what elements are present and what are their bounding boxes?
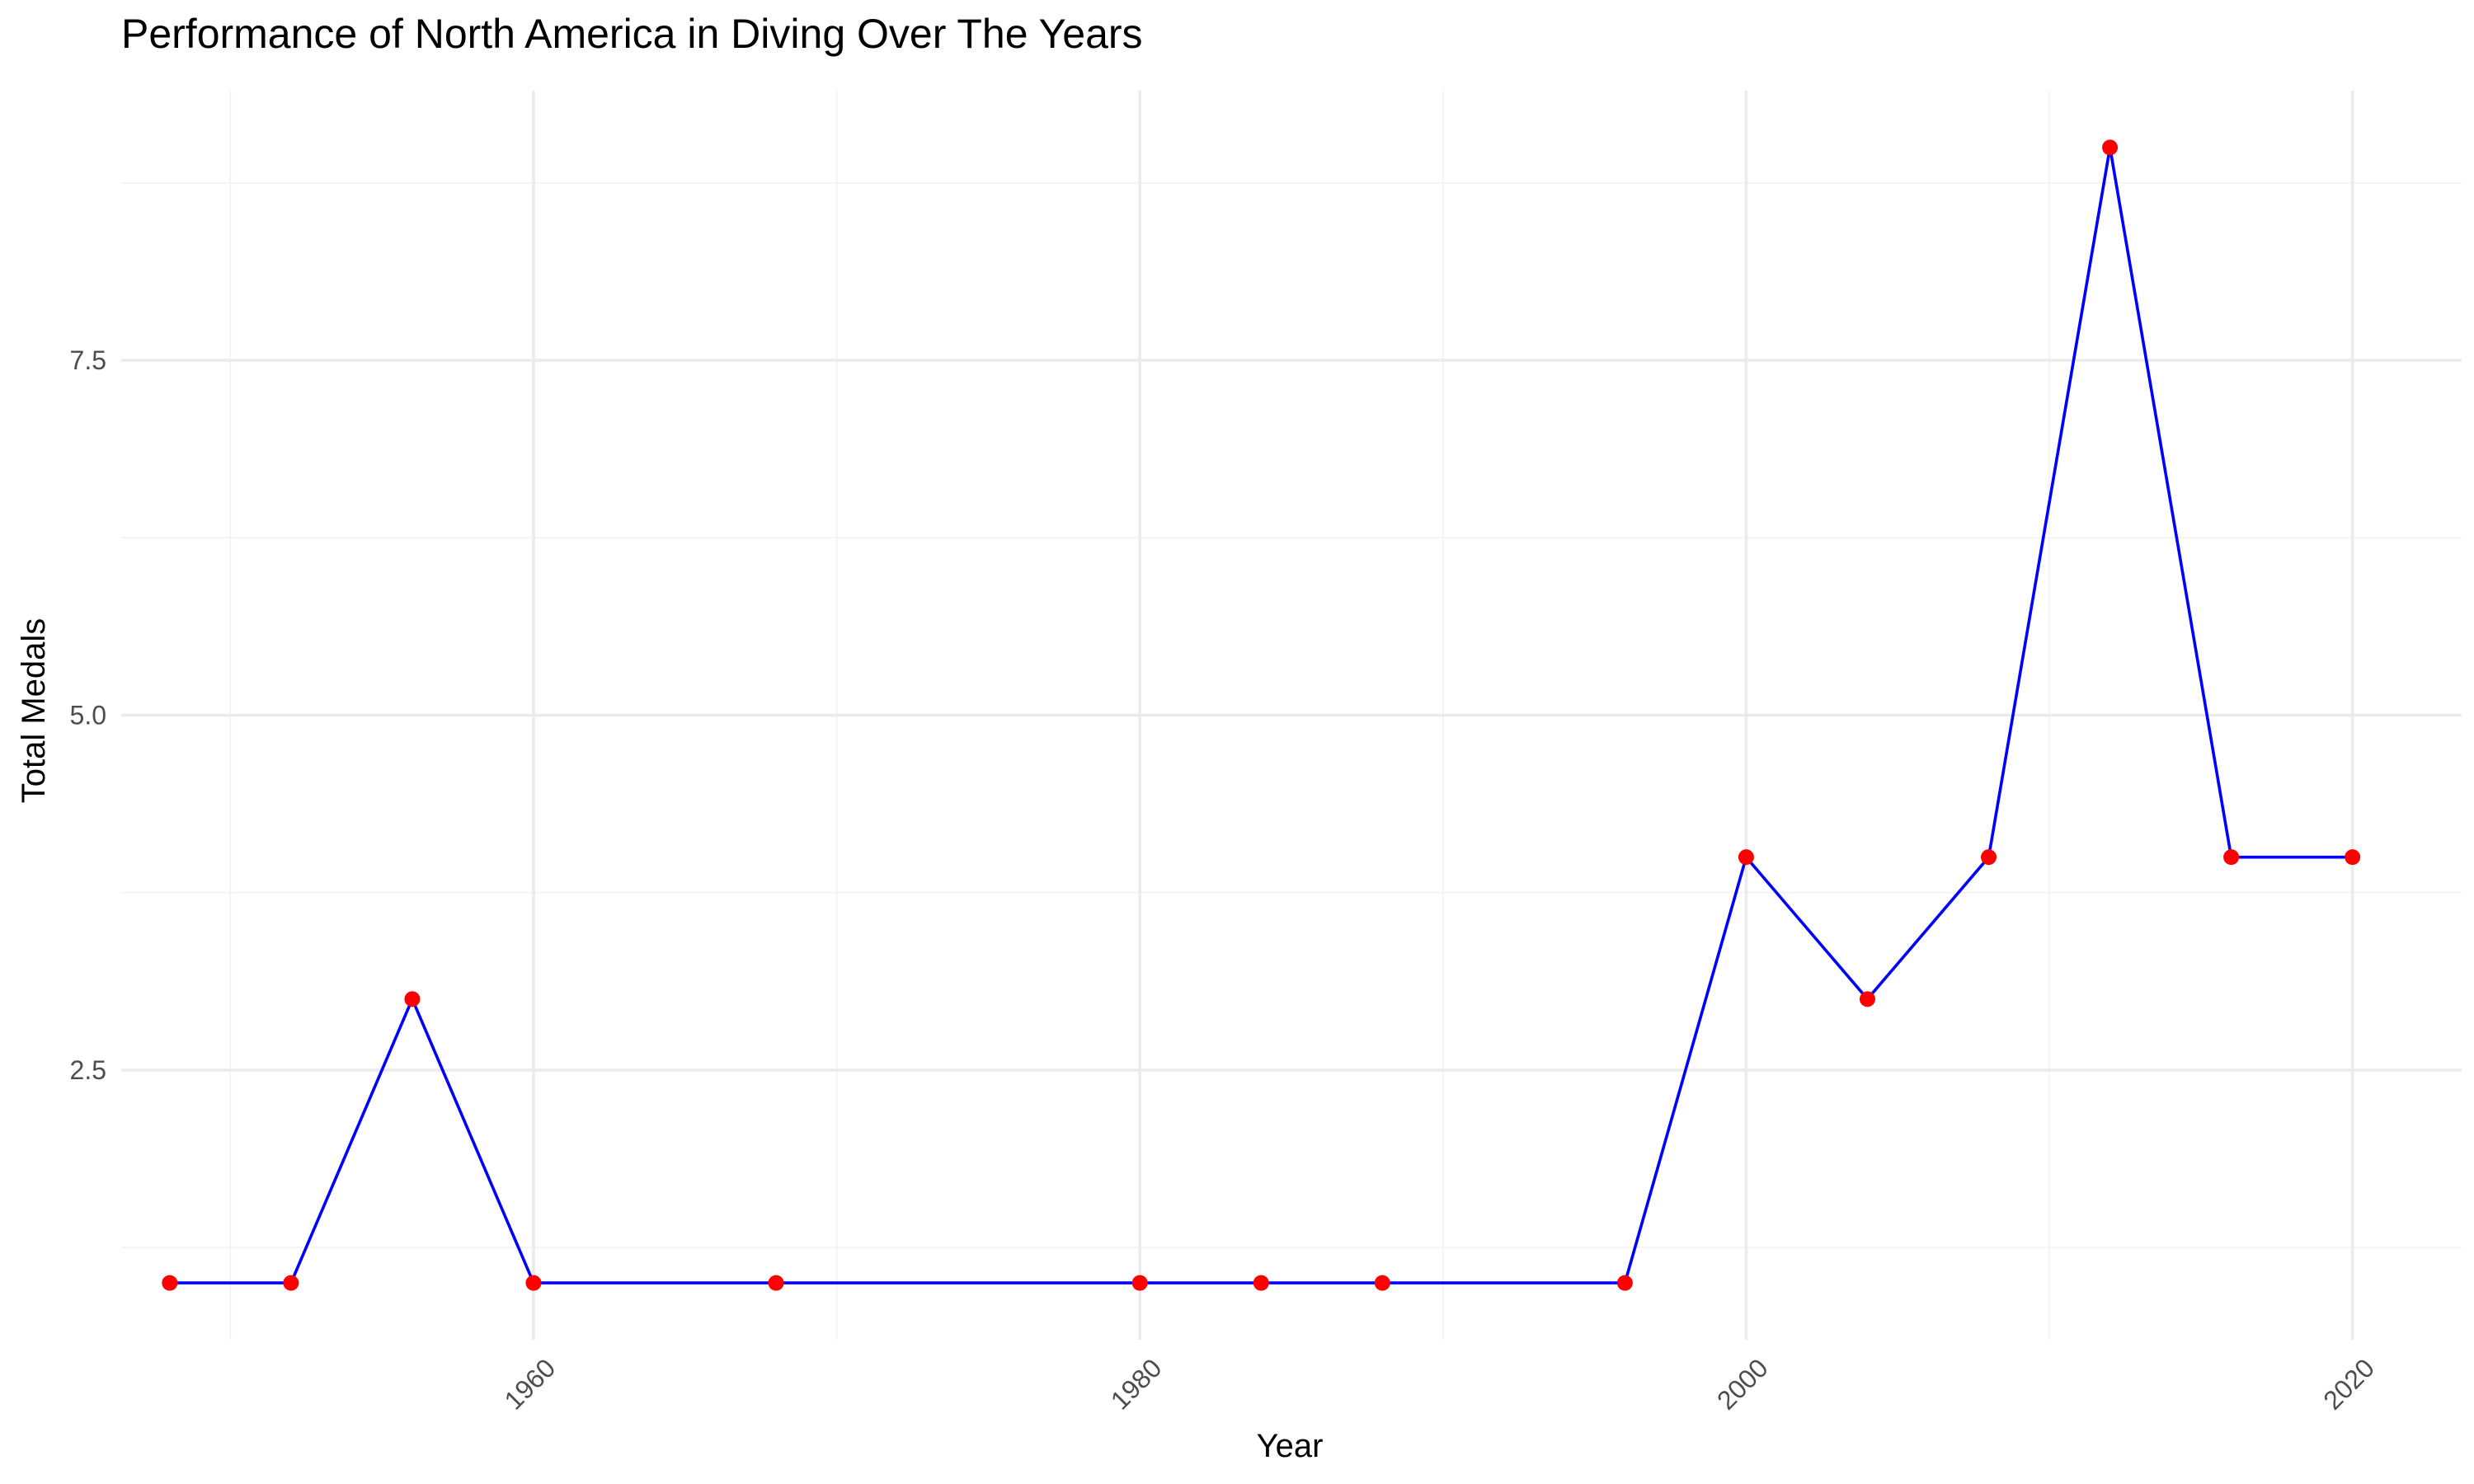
x-axis-ticks: 1960 1980 2000 2020 (499, 1353, 2380, 1416)
data-point (768, 1275, 784, 1291)
data-point (404, 991, 421, 1007)
data-point (1253, 1275, 1269, 1291)
chart-title: Performance of North America in Diving O… (121, 11, 1143, 57)
y-tick-label: 5.0 (70, 701, 106, 730)
y-axis-title: Total Medals (16, 618, 52, 804)
data-point (2345, 849, 2361, 866)
data-point (283, 1275, 299, 1291)
x-axis-title: Year (1257, 1428, 1324, 1464)
data-point (525, 1275, 542, 1291)
x-tick-label: 2000 (1711, 1353, 1774, 1416)
major-gridlines (121, 91, 2462, 1340)
data-point (2223, 849, 2240, 866)
x-tick-label: 2020 (2317, 1353, 2380, 1416)
data-point (2102, 139, 2119, 156)
data-point (1131, 1275, 1148, 1291)
y-tick-label: 2.5 (70, 1055, 106, 1085)
data-point (1738, 849, 1754, 866)
data-points (162, 139, 2361, 1291)
x-tick-label: 1960 (499, 1353, 562, 1416)
y-tick-label: 7.5 (70, 345, 106, 375)
data-point (1981, 849, 1997, 866)
data-point (162, 1275, 178, 1291)
data-point (1616, 1275, 1633, 1291)
data-point (1859, 991, 1875, 1007)
x-tick-label: 1980 (1105, 1353, 1168, 1416)
data-point (1374, 1275, 1390, 1291)
y-axis-ticks: 2.5 5.0 7.5 (70, 345, 106, 1085)
